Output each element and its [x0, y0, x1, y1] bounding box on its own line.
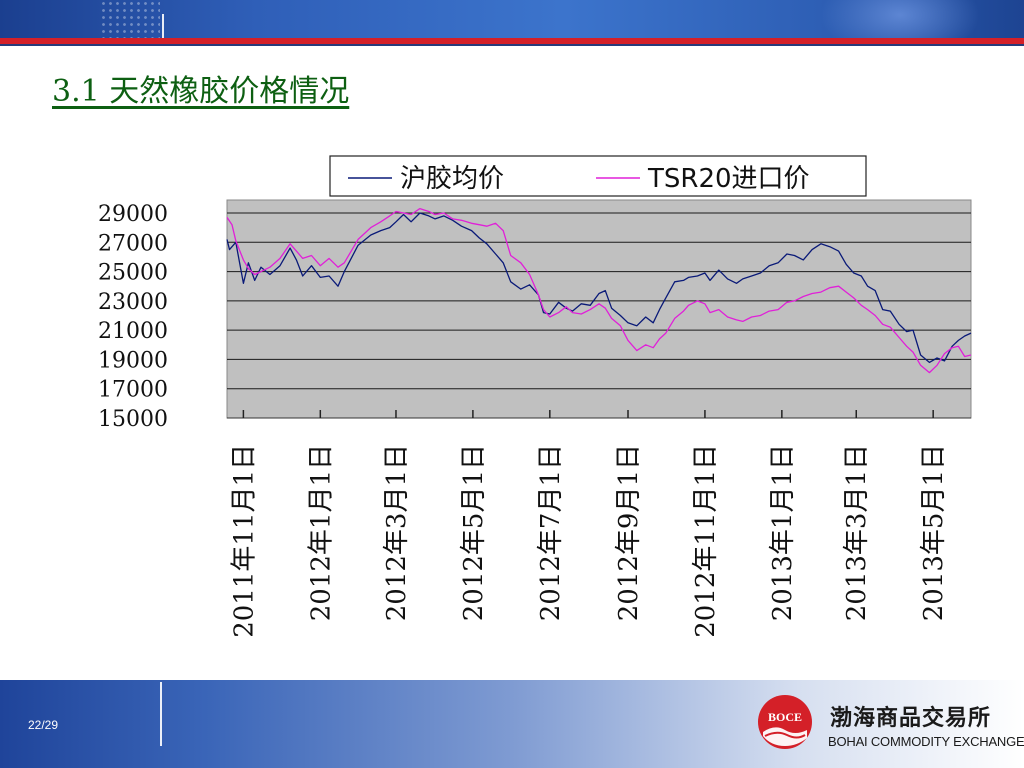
banner-dot-pattern [100, 0, 160, 38]
y-tick-label: 21000 [98, 319, 168, 344]
top-banner [0, 0, 1024, 38]
x-tick-label: 2012年7月1日 [536, 444, 566, 621]
footer-divider [160, 682, 162, 746]
bottom-bar: 22/29 [0, 680, 1024, 768]
series-line-2 [226, 207, 972, 374]
boce-logo: BOCE [758, 695, 812, 749]
x-tick-label: 2012年11月1日 [691, 444, 721, 638]
exchange-name-en: BOHAI COMMODITY EXCHANGE [828, 734, 1024, 749]
series-line-1 [226, 212, 972, 364]
x-tick-label: 2013年3月1日 [842, 444, 872, 621]
plot-area [226, 199, 972, 419]
y-tick-label: 17000 [98, 378, 168, 403]
exchange-name-cn: 渤海商品交易所 [830, 706, 992, 731]
chart-legend [329, 155, 867, 197]
y-tick-label: 15000 [98, 407, 168, 432]
x-tick-label: 2011年11月1日 [229, 444, 259, 638]
x-tick-label: 2012年5月1日 [459, 444, 489, 621]
logo-text: BOCE [768, 710, 802, 724]
page-title: 3.1 天然橡胶价格情况 [52, 74, 350, 109]
banner-glow [820, 0, 980, 38]
x-tick-label: 2012年9月1日 [614, 444, 644, 621]
banner-divider [162, 14, 164, 38]
legend-label-1: 沪胶均价 [400, 164, 504, 194]
y-tick-label: 27000 [98, 231, 168, 256]
x-tick-label: 2013年5月1日 [919, 444, 949, 621]
y-tick-label: 29000 [98, 202, 168, 227]
y-tick-label: 23000 [98, 290, 168, 315]
page-number: 22/29 [28, 718, 59, 732]
x-tick-label: 2012年1月1日 [306, 444, 336, 621]
header-red-rule [0, 38, 1024, 46]
y-tick-label: 19000 [98, 348, 168, 373]
x-tick-label: 2013年1月1日 [768, 444, 798, 621]
price-chart: 29000 27000 25000 23000 21000 19000 17000 15000… [0, 140, 1024, 660]
x-tick-label: 2012年3月1日 [382, 444, 412, 621]
price-chart-svg: 29000 27000 25000 23000 21000 19000 17000 15000… [98, 155, 972, 638]
y-tick-label: 25000 [98, 261, 168, 286]
legend-label-2: TSR20进口价 [647, 164, 810, 194]
